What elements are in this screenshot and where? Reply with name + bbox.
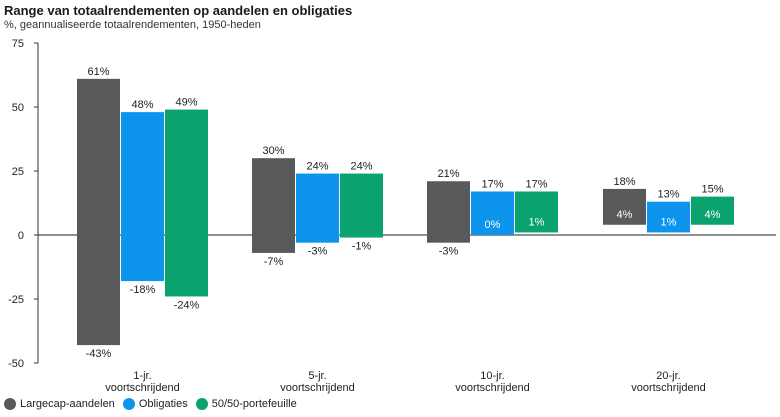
- data-label-high: 61%: [87, 66, 109, 78]
- legend-swatch-obligaties: [122, 398, 135, 410]
- data-label-high: 15%: [701, 184, 723, 196]
- bar-obligaties: [471, 191, 514, 235]
- y-tick-label: 75: [12, 38, 24, 50]
- data-label-high: 13%: [657, 189, 679, 201]
- x-tick-label: voortschrijdend: [105, 382, 180, 394]
- bar-obligaties: [296, 173, 339, 243]
- y-tick-label: -50: [8, 358, 24, 370]
- legend-item-obligaties: Obligaties: [122, 398, 188, 410]
- data-label-low: -1%: [352, 241, 372, 253]
- data-label-low: -43%: [86, 348, 112, 360]
- bar-portefeuille: [691, 196, 734, 225]
- y-tick-label: -25: [8, 294, 24, 306]
- legend-item-portefeuille: 50/50-portefeuille: [195, 398, 297, 410]
- x-tick-label: 1-jr.: [133, 370, 151, 382]
- bar-largecap: [77, 78, 120, 346]
- data-label-high: 49%: [175, 97, 197, 109]
- data-label-high: 48%: [131, 99, 153, 111]
- x-tick-label: 5-jr.: [308, 370, 326, 382]
- legend-swatch-largecap: [4, 398, 16, 410]
- x-tick-label: 20-jr.: [656, 370, 680, 382]
- data-label-low: -24%: [174, 299, 200, 311]
- y-tick-label: 50: [12, 102, 24, 114]
- y-tick-label: 0: [18, 230, 24, 242]
- data-label-high: 18%: [613, 176, 635, 188]
- data-label-high: 24%: [350, 161, 372, 173]
- data-label-high: 17%: [525, 178, 547, 190]
- x-tick-label: voortschrijdend: [631, 382, 706, 394]
- legend: Largecap-aandelen Obligaties 50/50-porte…: [4, 398, 301, 410]
- legend-label-largecap: Largecap-aandelen: [20, 398, 115, 410]
- x-tick-label: 10-jr.: [480, 370, 504, 382]
- chart: 7550250-25-5061%-43%48%-18%49%-24%1-jr.v…: [8, 38, 776, 394]
- data-label-high: 21%: [437, 168, 459, 180]
- data-label-high: 30%: [262, 145, 284, 157]
- bar-largecap: [252, 158, 295, 253]
- bar-portefeuille: [515, 191, 558, 233]
- legend-label-portefeuille: 50/50-portefeuille: [211, 398, 297, 410]
- data-label-low: -3%: [439, 246, 459, 258]
- legend-swatch-portefeuille: [195, 398, 208, 410]
- chart-title: Range van totaalrendementen op aandelen …: [4, 3, 353, 18]
- legend-label-obligaties: Obligaties: [138, 398, 188, 410]
- x-tick-label: voortschrijdend: [455, 382, 530, 394]
- data-label-low: 0%: [485, 219, 501, 231]
- chart-subtitle: %, geannualiseerde totaalrendementen, 19…: [4, 19, 261, 31]
- bar-portefeuille: [340, 173, 383, 238]
- data-label-high: 24%: [306, 161, 328, 173]
- data-label-low: -18%: [130, 284, 156, 296]
- legend-item-largecap: Largecap-aandelen: [4, 398, 115, 410]
- data-label-high: 17%: [481, 178, 503, 190]
- y-tick-label: 25: [12, 166, 24, 178]
- data-label-low: 1%: [661, 216, 677, 228]
- x-tick-label: voortschrijdend: [280, 382, 355, 394]
- bar-obligaties: [647, 201, 690, 233]
- data-label-low: -7%: [264, 256, 284, 268]
- data-label-low: 4%: [617, 209, 633, 221]
- data-label-low: -3%: [308, 246, 328, 258]
- data-label-low: 4%: [705, 209, 721, 221]
- data-label-low: 1%: [529, 216, 545, 228]
- bar-obligaties: [121, 112, 164, 282]
- bar-largecap: [603, 188, 646, 225]
- bar-portefeuille: [165, 109, 208, 297]
- bar-largecap: [427, 181, 470, 243]
